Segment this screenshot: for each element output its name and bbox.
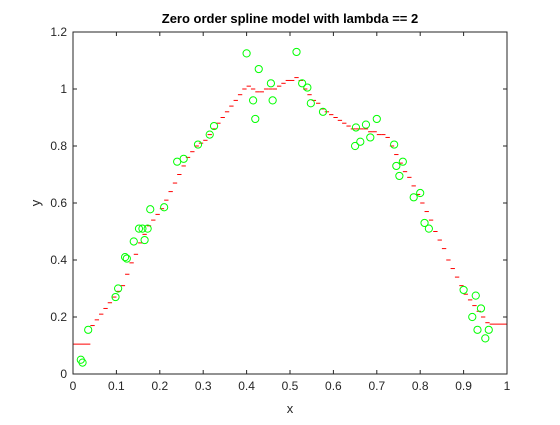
x-tick-label: 0.7 [368, 379, 385, 393]
x-tick-label: 1 [504, 379, 511, 393]
x-tick-label: 0.4 [238, 379, 255, 393]
y-tick-label: 0.2 [50, 310, 67, 324]
y-axis-label: y [28, 199, 43, 206]
y-tick-label: 0.4 [50, 253, 67, 267]
x-tick-label: 0 [70, 379, 77, 393]
x-tick-label: 0.3 [195, 379, 212, 393]
x-tick-label: 0.9 [455, 379, 472, 393]
x-tick-label: 0.1 [108, 379, 125, 393]
x-tick-label: 0.2 [151, 379, 168, 393]
x-axis-label: x [287, 401, 294, 416]
x-tick-label: 0.6 [325, 379, 342, 393]
y-tick-label: 1.2 [50, 25, 67, 39]
x-tick-label: 0.5 [282, 379, 299, 393]
plot-background [73, 32, 507, 374]
y-tick-label: 0.8 [50, 139, 67, 153]
x-tick-label: 0.8 [412, 379, 429, 393]
y-tick-label: 0 [60, 367, 67, 381]
y-tick-label: 1 [60, 82, 67, 96]
chart-title: Zero order spline model with lambda == 2 [162, 11, 418, 26]
y-tick-label: 0.6 [50, 196, 67, 210]
